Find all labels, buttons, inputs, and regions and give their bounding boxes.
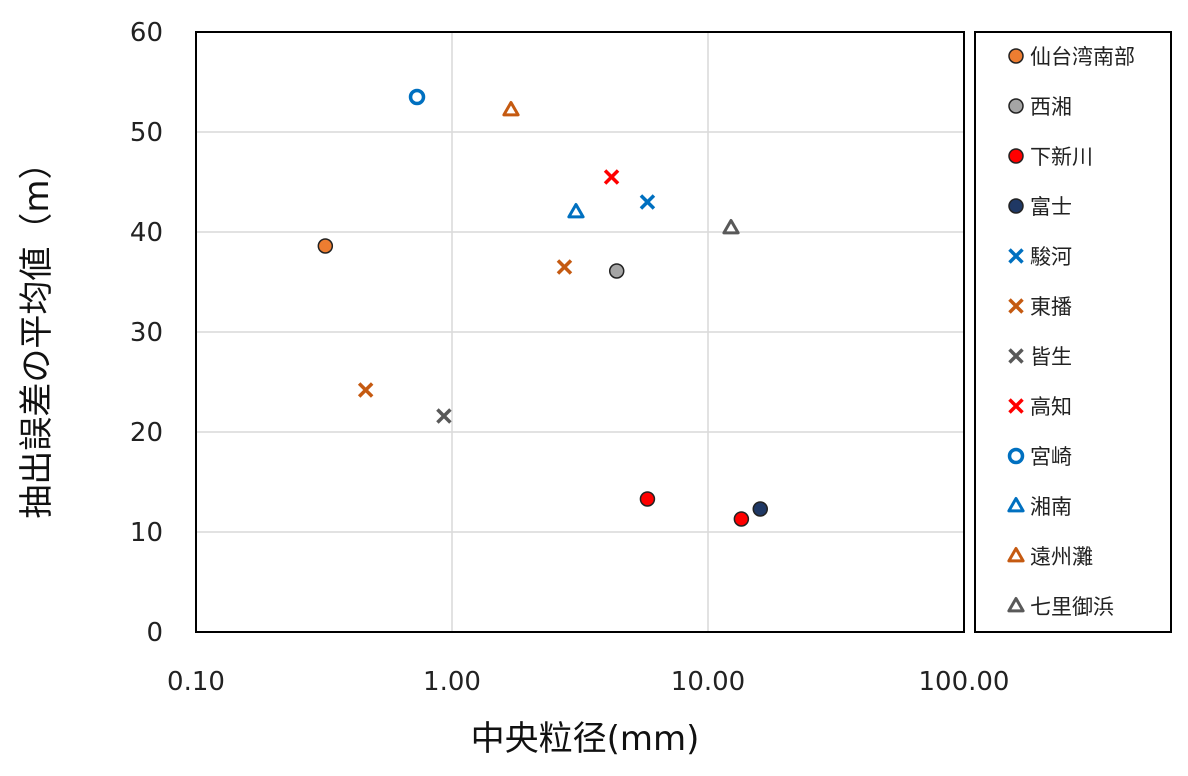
legend-label: 湘南 xyxy=(1030,495,1072,519)
x-tick-label: 10.00 xyxy=(671,667,745,697)
y-tick-label: 30 xyxy=(130,318,163,348)
data-point xyxy=(556,259,573,275)
data-point xyxy=(357,382,374,398)
x-tick-label: 1.00 xyxy=(423,667,481,697)
y-tick-label: 20 xyxy=(130,418,163,448)
data-point xyxy=(408,88,426,106)
legend-marker xyxy=(1008,198,1024,214)
legend-marker xyxy=(1007,497,1025,513)
legend-box xyxy=(974,31,1172,633)
gridlines xyxy=(196,32,964,632)
legend-label: 西湘 xyxy=(1030,95,1072,119)
legend-label: 下新川 xyxy=(1030,145,1093,169)
legend-marker xyxy=(1008,48,1024,64)
legend-marker xyxy=(1008,298,1024,314)
data-point xyxy=(752,501,769,517)
legend-marker xyxy=(1007,447,1025,465)
data-point xyxy=(639,491,656,507)
x-axis-ticks: 0.10 1.00 10.00 100.00 xyxy=(167,667,1009,697)
legend-marker xyxy=(1008,248,1024,264)
y-tick-label: 60 xyxy=(130,18,163,48)
legend-marker xyxy=(1007,597,1025,613)
legend-marker xyxy=(1008,398,1024,414)
legend-label: 宮崎 xyxy=(1030,445,1072,469)
data-point xyxy=(317,238,334,254)
legend-marker xyxy=(1008,348,1024,364)
x-tick-label: 100.00 xyxy=(919,667,1010,697)
legend-label: 皆生 xyxy=(1030,345,1072,369)
y-tick-label: 50 xyxy=(130,118,163,148)
legend-marker xyxy=(1008,148,1024,164)
x-tick-label: 0.10 xyxy=(167,667,225,697)
data-point xyxy=(639,194,656,210)
data-point xyxy=(436,408,452,424)
y-tick-label: 10 xyxy=(130,518,163,548)
y-axis-ticks: 0 10 20 30 40 50 60 xyxy=(130,18,163,648)
legend-label: 富士 xyxy=(1030,195,1072,219)
legend-label: 仙台湾南部 xyxy=(1030,45,1135,69)
data-point xyxy=(608,263,625,279)
legend-marker xyxy=(1008,98,1024,114)
data-point xyxy=(722,219,740,235)
data-point xyxy=(603,169,620,185)
y-tick-label: 0 xyxy=(146,618,163,648)
data-point xyxy=(733,511,750,527)
data-point xyxy=(502,101,520,117)
legend-marker xyxy=(1007,547,1025,563)
x-axis-title: 中央粒径(mm) xyxy=(471,719,700,759)
legend-label: 高知 xyxy=(1030,395,1072,419)
legend-label: 七里御浜 xyxy=(1030,595,1114,619)
data-points xyxy=(317,88,769,527)
legend-label: 遠州灘 xyxy=(1030,545,1093,569)
legend-label: 駿河 xyxy=(1030,245,1072,269)
plot-area xyxy=(195,31,965,633)
y-axis-title: 抽出誤差の平均値（m） xyxy=(17,145,57,518)
y-tick-label: 40 xyxy=(130,218,163,248)
legend-label: 東播 xyxy=(1030,295,1072,319)
data-point xyxy=(567,203,585,219)
